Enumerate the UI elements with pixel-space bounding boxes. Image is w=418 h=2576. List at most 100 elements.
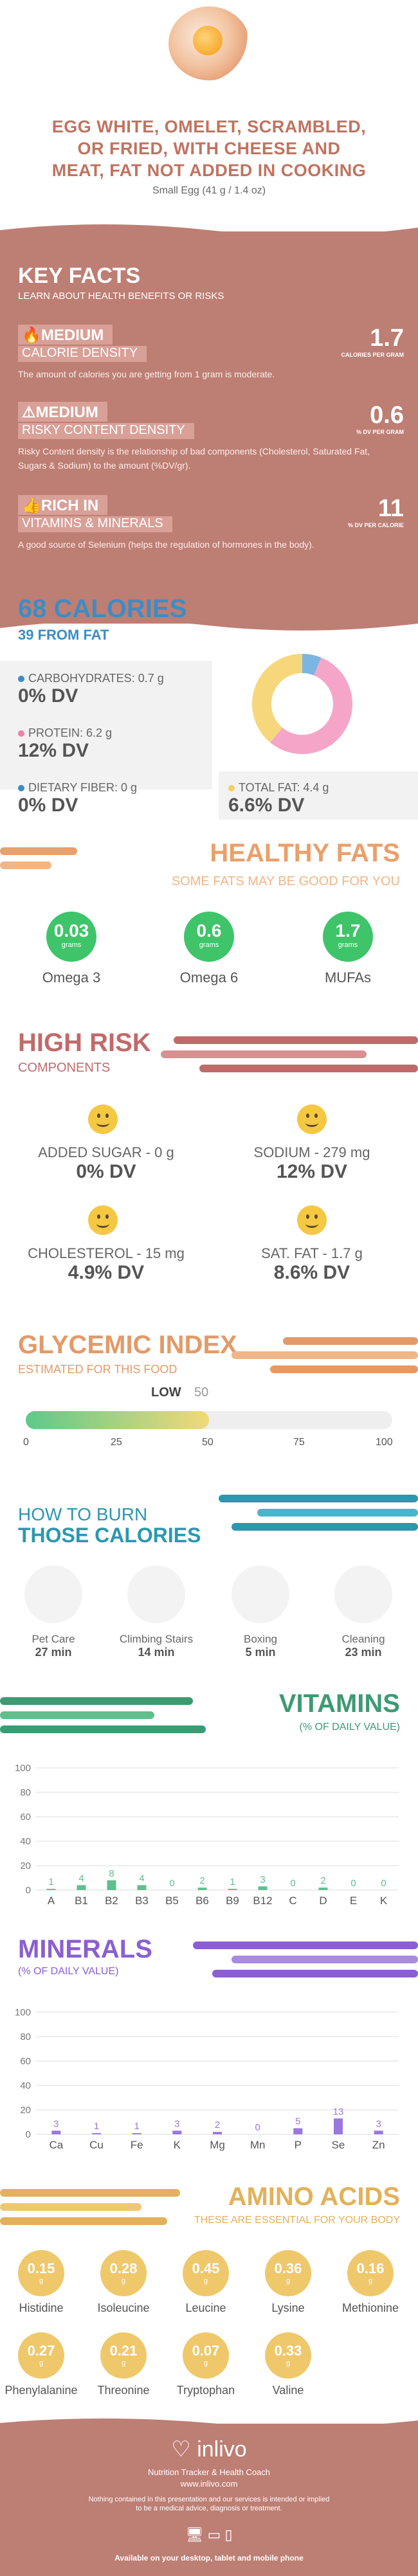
- mineral-bar-cu: [92, 2133, 101, 2134]
- macro-background: [0, 661, 212, 789]
- protein-dv: 12% DV: [18, 740, 89, 761]
- key-facts-title: KEY FACTS: [18, 264, 141, 288]
- rich-in-unit: % DV PER CALORIE: [347, 522, 404, 528]
- vitamin-bar-b12: [258, 1886, 268, 1890]
- vitamin-value-b3: 4: [139, 1873, 144, 1884]
- glycemic-value: 50: [194, 1385, 209, 1400]
- vitamin-value-c: 0: [290, 1878, 295, 1889]
- fat-dv: 6.6% DV: [228, 795, 305, 816]
- risky-density-block: ⚠MEDIUM RISKY CONTENT DENSITY 0.6 % DV P…: [18, 402, 404, 473]
- stripe-decor: [0, 1697, 193, 1705]
- gi-tick-25: 25: [111, 1437, 122, 1448]
- rich-in-tag: 👍RICH IN: [18, 495, 108, 515]
- vitamin-value-e: 0: [350, 1878, 356, 1889]
- amino-unit: g: [121, 2359, 126, 2367]
- gi-tick-75: 75: [293, 1437, 305, 1448]
- carb-dot: [18, 676, 24, 682]
- sodium-smiley-icon: [297, 1104, 327, 1134]
- vitamins-subtitle: (% OF DAILY VALUE): [299, 1722, 400, 1733]
- mineral-ytick: 100: [15, 2007, 31, 2018]
- glycemic-level: LOW: [151, 1385, 181, 1400]
- vitamin-label-b5: B5: [165, 1895, 179, 1907]
- stripe-decor: [219, 1495, 418, 1502]
- mineral-value-p: 5: [295, 2116, 300, 2127]
- risk-sat-fat: SAT. FAT - 1.7 g 8.6% DV: [261, 1245, 363, 1283]
- calorie-density-tag: 🔥MEDIUM: [18, 325, 113, 345]
- macro-donut-chart: [252, 654, 352, 754]
- mineral-label-k: K: [174, 2139, 181, 2151]
- vitamin-value-b5: 0: [169, 1878, 174, 1889]
- mineral-bar-zn: [374, 2130, 383, 2134]
- vitamins-title: VITAMINS: [278, 1689, 400, 1718]
- stripe-decor: [0, 1725, 206, 1733]
- calorie-density-value: 1.7: [370, 325, 404, 352]
- amino-unit: g: [39, 2359, 44, 2367]
- mineral-label-cu: Cu: [89, 2139, 104, 2151]
- sat-fat-smiley-icon: [297, 1205, 327, 1235]
- glycemic-subtitle: ESTIMATED FOR THIS FOOD: [18, 1363, 177, 1376]
- stripe-decor: [212, 1970, 418, 1977]
- mineral-label-mn: Mn: [250, 2139, 266, 2151]
- fat-dot: [228, 785, 235, 791]
- vitamin-label-b3: B3: [135, 1895, 149, 1907]
- gi-tick-50: 50: [202, 1437, 214, 1448]
- macro-fiber: DIETARY FIBER: 0 g 0% DV: [18, 781, 211, 816]
- vitamin-label-b2: B2: [105, 1895, 118, 1907]
- donut-slice-protein: [270, 657, 352, 754]
- macro-total-fat: TOTAL FAT: 4.4 g 6.6% DV: [228, 781, 418, 816]
- warning-icon: ⚠: [22, 404, 36, 421]
- vitamin-value-b12: 3: [260, 1874, 265, 1885]
- mufa-label: MUFAs: [324, 969, 372, 986]
- vitamin-label-b9: B9: [226, 1895, 239, 1907]
- title-line-1: EGG WHITE, OMELET, SCRAMBLED,: [51, 117, 367, 136]
- amino-bubble-leucine: 0.45 g: [183, 2250, 229, 2296]
- stripe-decor: [270, 1365, 418, 1373]
- amino-unit: g: [203, 2359, 208, 2367]
- devices-icon: 🖥 ▭ ▯: [185, 2526, 233, 2543]
- amino-value: 0.33: [274, 2343, 302, 2359]
- gi-tick-100: 100: [376, 1437, 393, 1448]
- vitamin-label-d: D: [319, 1895, 327, 1907]
- vitamin-bar-d: [318, 1887, 328, 1890]
- amino-subtitle: THESE ARE ESSENTIAL FOR YOUR BODY: [194, 2215, 400, 2226]
- risky-density-label: RISKY CONTENT DENSITY: [18, 423, 194, 439]
- amino-unit: g: [286, 2277, 291, 2285]
- thumbs-up-icon: 👍: [22, 497, 41, 514]
- vitamin-bar-b1: [77, 1885, 86, 1890]
- mineral-value-k: 3: [174, 2118, 179, 2129]
- mineral-value-mg: 2: [215, 2120, 220, 2130]
- donut-slice-carbohydrates: [302, 654, 322, 676]
- amino-value: 0.28: [109, 2260, 138, 2276]
- burn-cleaning: Cleaning 23 min: [341, 1633, 385, 1659]
- page-title: EGG WHITE, OMELET, SCRAMBLED, OR FRIED, …: [13, 116, 405, 181]
- gi-tick-0: 0: [23, 1437, 29, 1448]
- stripe-decor: [283, 1337, 418, 1345]
- stripe-decor: [0, 2189, 180, 2197]
- climbing-stairs-icon: [127, 1565, 185, 1623]
- protein-dot: [18, 730, 24, 737]
- vitamin-bar-a: [46, 1889, 56, 1890]
- footer-url[interactable]: www.inlivo.com: [180, 2479, 238, 2489]
- stripe-decor: [161, 1050, 367, 1058]
- amino-bubble-isoleucine: 0.28 g: [100, 2250, 147, 2296]
- vitamin-bar-b2: [107, 1880, 116, 1890]
- vitamin-ytick: 20: [20, 1860, 31, 1871]
- burn-title-line2: THOSE CALORIES: [18, 1524, 201, 1547]
- stripe-decor: [193, 1941, 418, 1949]
- key-facts-subtitle: LEARN ABOUT HEALTH BENEFITS OR RISKS: [18, 291, 224, 302]
- footer-available: Available on your desktop, tablet and mo…: [114, 2553, 304, 2562]
- calorie-density-block: 🔥MEDIUM CALORIE DENSITY 1.7 CALORIES PER…: [18, 325, 404, 381]
- vitamin-ytick: 60: [20, 1812, 31, 1823]
- vitamin-label-e: E: [350, 1895, 357, 1907]
- carb-dv: 0% DV: [18, 685, 78, 707]
- fiber-dot: [18, 785, 24, 791]
- amino-value: 0.07: [192, 2343, 220, 2359]
- minerals-subtitle: (% OF DAILY VALUE): [18, 1966, 119, 1977]
- fat-background: [219, 771, 418, 820]
- vitamin-value-b2: 8: [109, 1868, 114, 1879]
- risky-density-unit: % DV PER GRAM: [356, 429, 404, 435]
- boxing-icon: [232, 1565, 289, 1623]
- vitamin-value-a: 1: [48, 1877, 53, 1887]
- stripe-decor: [257, 1509, 418, 1517]
- rich-in-desc: A good source of Selenium (helps the reg…: [18, 539, 314, 550]
